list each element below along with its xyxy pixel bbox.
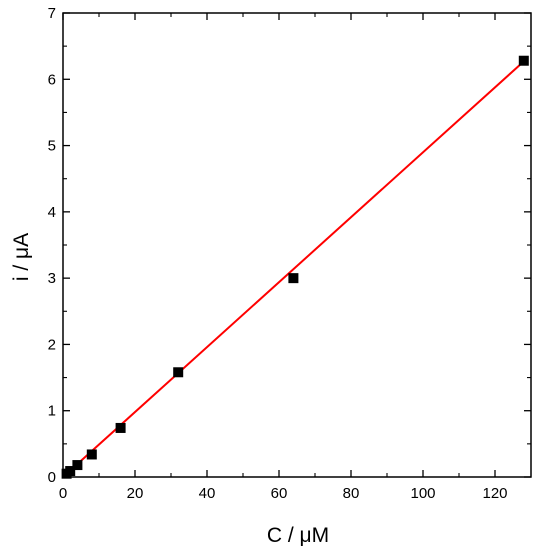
ticks-layer <box>62 12 531 478</box>
fit-line <box>62 60 525 478</box>
data-point <box>86 449 97 460</box>
x-tick-label: 0 <box>59 485 67 502</box>
fit-line-layer <box>62 60 525 478</box>
y-tick-label: 6 <box>48 71 56 88</box>
y-tick-label: 0 <box>48 469 56 486</box>
y-tick-label: 7 <box>48 5 56 22</box>
x-tick-label: 80 <box>343 485 360 502</box>
data-point <box>288 273 299 284</box>
x-axis-title: C / μM <box>267 524 329 547</box>
axes-layer <box>62 12 532 478</box>
x-tick-label: 120 <box>482 485 507 502</box>
data-point <box>173 367 184 378</box>
data-points-layer <box>61 55 529 479</box>
data-point <box>72 460 83 471</box>
y-tick-label: 3 <box>48 270 56 287</box>
plot-frame <box>62 12 532 478</box>
y-tick-label: 5 <box>48 138 56 155</box>
x-tick-label: 60 <box>271 485 288 502</box>
y-tick-label: 4 <box>48 204 56 221</box>
x-tick-label: 100 <box>410 485 435 502</box>
y-tick-label: 1 <box>48 403 56 420</box>
data-point <box>518 55 529 66</box>
data-point <box>115 422 126 433</box>
y-tick-label: 2 <box>48 336 56 353</box>
x-tick-label: 20 <box>127 485 144 502</box>
data-point <box>65 466 76 477</box>
x-tick-label: 40 <box>199 485 216 502</box>
y-axis-title: i / μA <box>10 233 33 281</box>
tick-labels-layer: 0 20 40 60 80 100 120 0 1 2 3 4 5 6 7 <box>48 5 508 502</box>
